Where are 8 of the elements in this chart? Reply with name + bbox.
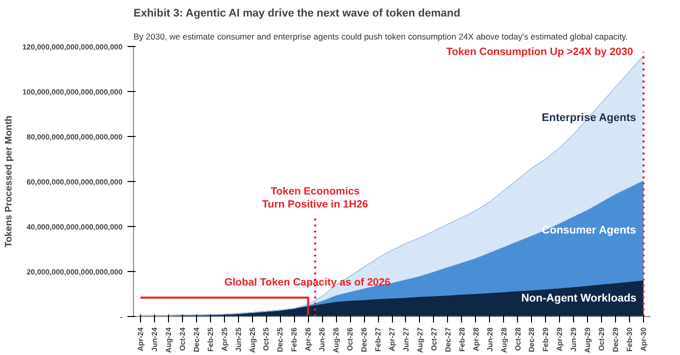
chart-title: Exhibit 3: Agentic AI may drive the next wave of token demand — [134, 8, 460, 20]
ref-line-label: Token Economics Turn Positive in 1H26 — [262, 186, 368, 211]
series-label: Enterprise Agents — [542, 112, 636, 124]
annotation: Global Token Capacity as of 2026 — [224, 276, 391, 289]
y-axis-title: Tokens Processed per Month — [3, 115, 14, 248]
ref-line-label: Token Consumption Up >24X by 2030 — [446, 46, 634, 58]
chart-subtitle: By 2030, we estimate consumer and enterprise agents could push token consumption 24X above today's estimated global capacity. — [134, 32, 628, 42]
series-label: Non-Agent Workloads — [521, 292, 637, 304]
